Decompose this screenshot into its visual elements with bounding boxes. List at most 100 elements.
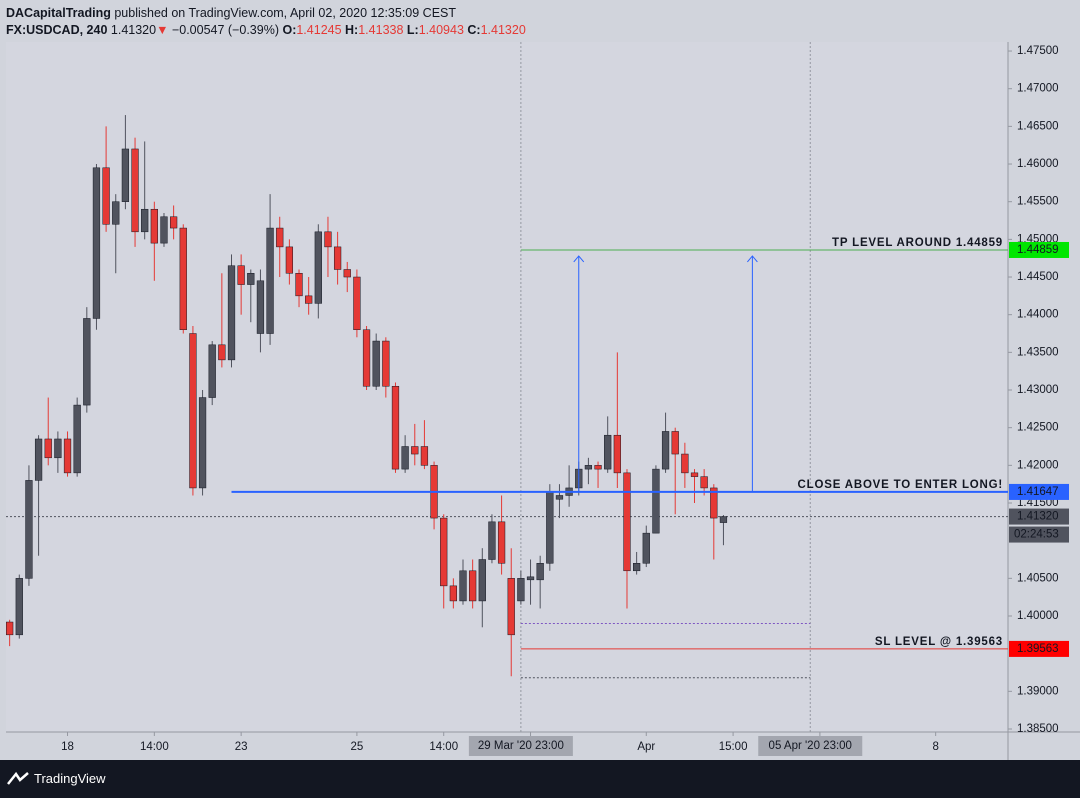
candle-body	[170, 216, 178, 229]
price-label: 1.44859	[1017, 244, 1059, 256]
logo	[7, 771, 29, 785]
candle-body	[391, 385, 400, 470]
candle-body	[719, 516, 728, 523]
candle-body	[613, 434, 621, 474]
candle-body	[295, 273, 303, 297]
l: 1.40943	[418, 23, 464, 37]
h: 1.41338	[358, 23, 404, 37]
footer: TradingView	[0, 760, 1080, 798]
candle-body	[343, 269, 351, 278]
candle-body	[247, 273, 255, 285]
candle-body	[333, 246, 342, 270]
y-tick-label: 1.47000	[1017, 83, 1059, 95]
y-tick-label: 1.38500	[1017, 723, 1059, 735]
candle-body	[73, 404, 81, 474]
price-label: 1.41647	[1017, 486, 1059, 498]
x-tick-label: 14:00	[429, 741, 458, 753]
candle-body	[63, 438, 72, 474]
candle-body	[227, 265, 236, 361]
candle-body	[189, 333, 197, 489]
candle-body	[256, 280, 265, 334]
countdown: 02:24:53	[1014, 529, 1059, 541]
candle-body	[324, 231, 332, 248]
y-tick-label: 1.44500	[1017, 271, 1059, 283]
x-tick-label: 8	[932, 741, 938, 753]
y-tick-label: 1.42000	[1017, 459, 1059, 471]
candle-body	[623, 472, 631, 572]
candle-body	[6, 621, 14, 636]
candle-body	[131, 148, 139, 233]
candle-body	[150, 208, 158, 244]
price-label-bg	[1009, 483, 1069, 500]
candle-body	[507, 578, 515, 636]
y-tick-label: 1.40500	[1017, 572, 1059, 584]
candle-body	[353, 276, 361, 331]
candle-body	[285, 246, 294, 274]
date-label-bg	[468, 736, 573, 756]
arrow-head	[573, 255, 585, 263]
x-tick-label: 18	[61, 741, 74, 753]
candle-body	[179, 227, 187, 331]
candle-body	[276, 227, 284, 248]
candle-body	[517, 578, 525, 602]
publish-line: DACapitalTrading published on TradingVie…	[6, 5, 526, 22]
price-label-bg	[1009, 640, 1069, 657]
y-tick-label: 1.41500	[1017, 497, 1059, 509]
candle-body	[469, 570, 477, 602]
candle-body	[372, 340, 380, 387]
current-label-bg	[1009, 508, 1069, 525]
candle-body	[604, 434, 612, 470]
candle-body	[208, 344, 216, 398]
publisher: DACapitalTrading	[6, 6, 111, 20]
candle-body	[237, 265, 245, 285]
level-text: CLOSE ABOVE TO ENTER LONG!	[798, 479, 1003, 491]
candle-body	[141, 208, 149, 233]
published: published on TradingView.com, April 02, …	[114, 6, 457, 20]
candle-body	[382, 340, 390, 387]
o: 1.41245	[296, 23, 342, 37]
plot-area	[6, 42, 1008, 732]
price-label: 1.39563	[1017, 643, 1059, 655]
candle-body	[536, 563, 544, 581]
candle-body	[401, 446, 409, 470]
candle-body	[92, 167, 101, 319]
price-label-bg	[1009, 241, 1069, 258]
x-tick-label: 23	[235, 741, 248, 753]
symbol: FX:USDCAD, 240	[6, 23, 108, 37]
candle-body	[690, 472, 699, 477]
y-tick-label: 1.47500	[1017, 45, 1059, 57]
candle-body	[34, 438, 43, 481]
candle-body	[411, 446, 419, 455]
y-tick-label: 1.46500	[1017, 120, 1059, 132]
candle-body	[362, 329, 371, 387]
x-tick-label: 14:00	[140, 741, 169, 753]
level-text: SL LEVEL @ 1.39563	[875, 636, 1003, 648]
candle-body	[584, 465, 593, 470]
candle-body	[54, 438, 62, 459]
candle-body	[420, 446, 429, 466]
candle-body	[102, 167, 110, 225]
y-tick-label: 1.46000	[1017, 158, 1059, 170]
candle-body	[160, 216, 168, 244]
candle-body	[25, 480, 33, 579]
candle-body	[15, 578, 23, 636]
candle-body	[710, 487, 718, 519]
candle-body	[594, 465, 602, 470]
candle-body	[459, 570, 467, 602]
candle-body	[112, 201, 120, 225]
candle-body	[681, 453, 689, 474]
candle-body	[266, 227, 274, 334]
y-tick-label: 1.45500	[1017, 196, 1059, 208]
candle-body	[700, 476, 708, 489]
c-label: C:	[467, 23, 481, 37]
header: DACapitalTrading published on TradingVie…	[6, 5, 526, 39]
candle-body	[449, 585, 457, 602]
y-tick-label: 1.39000	[1017, 685, 1059, 697]
x-tick-label: Apr	[637, 741, 655, 753]
y-tick-label: 1.43000	[1017, 384, 1059, 396]
level-text: TP LEVEL AROUND 1.44859	[832, 237, 1003, 249]
l-label: L:	[406, 23, 419, 37]
candle-body	[633, 563, 641, 572]
brand: TradingView	[34, 771, 106, 786]
